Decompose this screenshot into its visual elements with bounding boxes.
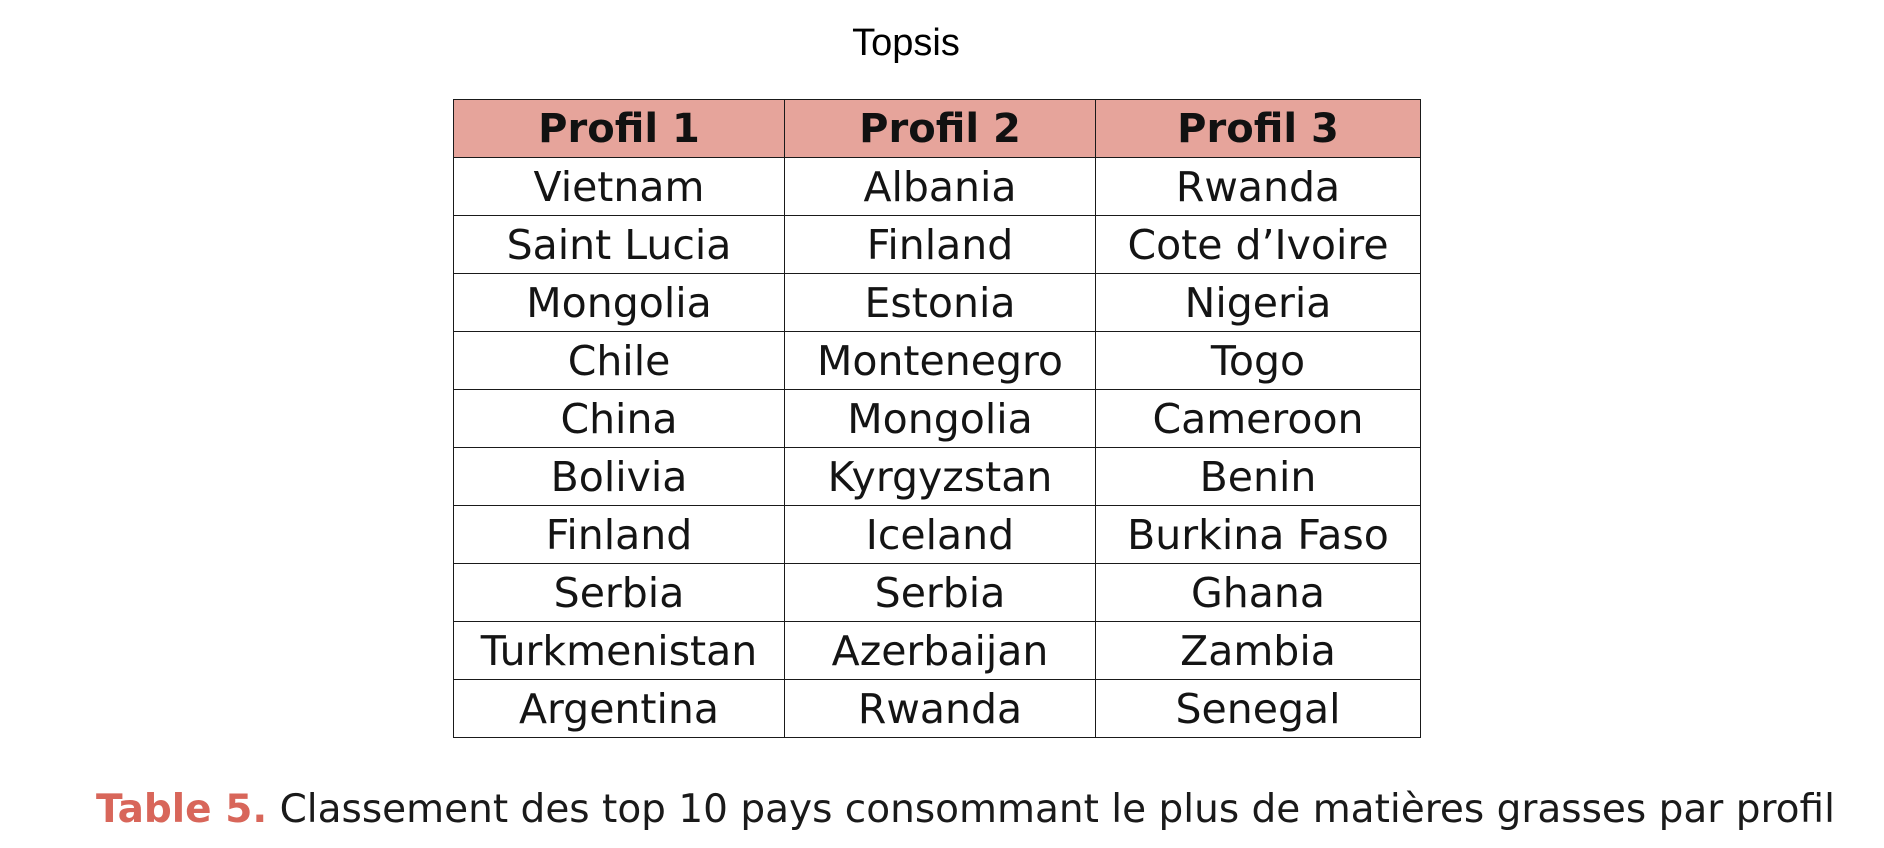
table-cell: Finland	[453, 505, 785, 564]
table-cell: Rwanda	[784, 679, 1096, 738]
ranking-table: Profil 1 Profil 2 Profil 3 Vietnam Alban…	[453, 99, 1421, 738]
table-cell: Bolivia	[453, 447, 785, 506]
table-cell: Iceland	[784, 505, 1096, 564]
table-cell: Rwanda	[1095, 157, 1421, 216]
table-row: Turkmenistan Azerbaijan Zambia	[453, 621, 1421, 680]
table-cell: Nigeria	[1095, 273, 1421, 332]
page-title: Topsis	[852, 22, 960, 64]
table-cell: Zambia	[1095, 621, 1421, 680]
table-header-row: Profil 1 Profil 2 Profil 3	[453, 99, 1421, 158]
table-cell: Turkmenistan	[453, 621, 785, 680]
caption-label: Table 5.	[96, 787, 268, 832]
caption-text: Classement des top 10 pays consommant le…	[267, 787, 1835, 832]
table-cell: Senegal	[1095, 679, 1421, 738]
table-row: Finland Iceland Burkina Faso	[453, 505, 1421, 564]
table-cell: Serbia	[784, 563, 1096, 622]
table-cell: Saint Lucia	[453, 215, 785, 274]
table-cell: Argentina	[453, 679, 785, 738]
table-cell: Cote d’Ivoire	[1095, 215, 1421, 274]
table-row: Argentina Rwanda Senegal	[453, 679, 1421, 738]
table-row: China Mongolia Cameroon	[453, 389, 1421, 448]
table-cell: Estonia	[784, 273, 1096, 332]
column-header-profil-3: Profil 3	[1095, 99, 1421, 158]
table-cell: Vietnam	[453, 157, 785, 216]
table-row: Saint Lucia Finland Cote d’Ivoire	[453, 215, 1421, 274]
table-cell: Finland	[784, 215, 1096, 274]
table-cell: Albania	[784, 157, 1096, 216]
table-row: Mongolia Estonia Nigeria	[453, 273, 1421, 332]
table-row: Bolivia Kyrgyzstan Benin	[453, 447, 1421, 506]
table-cell: Burkina Faso	[1095, 505, 1421, 564]
column-header-profil-2: Profil 2	[784, 99, 1096, 158]
table-cell: Togo	[1095, 331, 1421, 390]
table-cell: Serbia	[453, 563, 785, 622]
table-cell: Ghana	[1095, 563, 1421, 622]
table-cell: Mongolia	[784, 389, 1096, 448]
table-cell: Azerbaijan	[784, 621, 1096, 680]
table-cell: Montenegro	[784, 331, 1096, 390]
column-header-profil-1: Profil 1	[453, 99, 785, 158]
table-cell: Cameroon	[1095, 389, 1421, 448]
table-cell: Chile	[453, 331, 785, 390]
table-cell: Benin	[1095, 447, 1421, 506]
table-cell: China	[453, 389, 785, 448]
table-cell: Kyrgyzstan	[784, 447, 1096, 506]
table-cell: Mongolia	[453, 273, 785, 332]
table-caption: Table 5. Classement des top 10 pays cons…	[96, 787, 1876, 832]
table-row: Vietnam Albania Rwanda	[453, 157, 1421, 216]
table-row: Chile Montenegro Togo	[453, 331, 1421, 390]
table-row: Serbia Serbia Ghana	[453, 563, 1421, 622]
